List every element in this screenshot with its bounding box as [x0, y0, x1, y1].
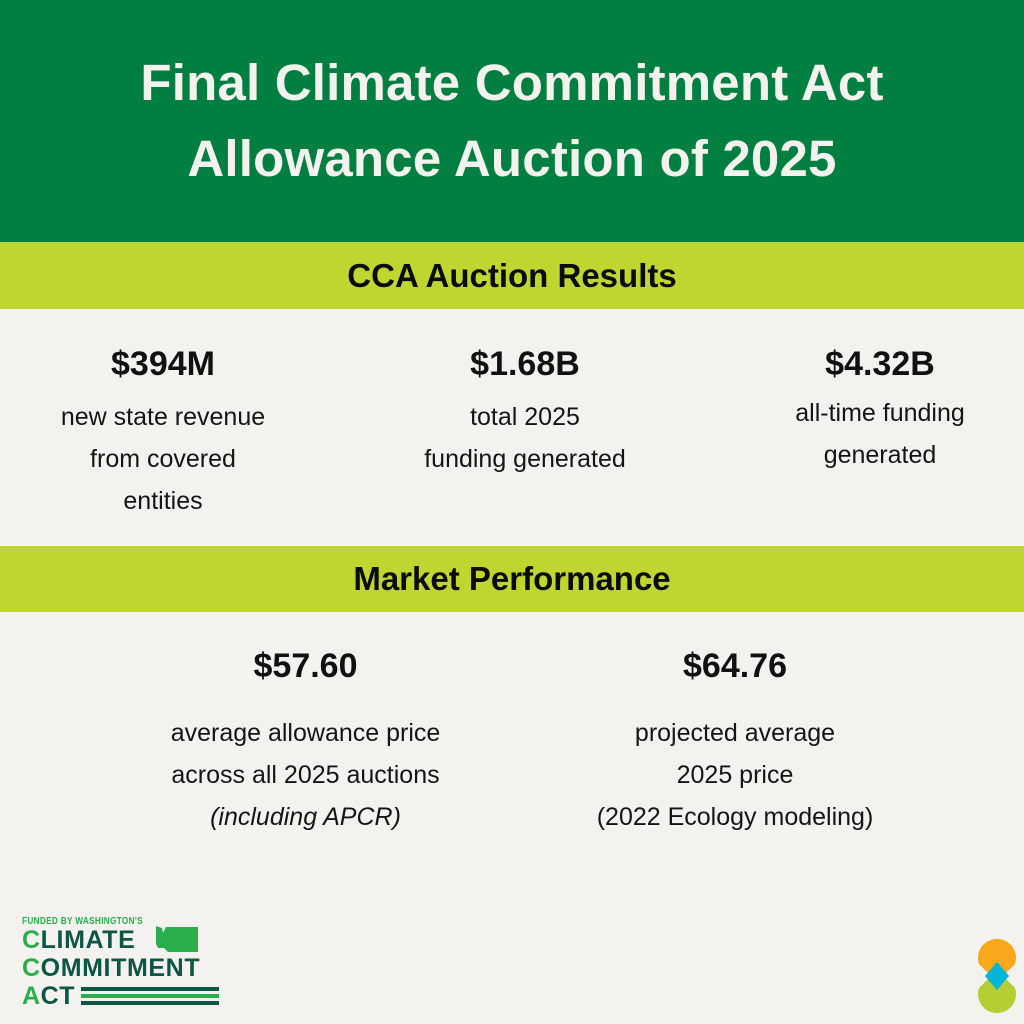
stat-value: $1.68B	[470, 345, 580, 383]
stat-description-line: 2025 price	[676, 761, 794, 789]
stat-average-allowance-price: $57.60 average allowance price across al…	[113, 646, 498, 838]
washington-state-icon	[156, 926, 198, 952]
stat-description: projected average 2025 price (2022 Ecolo…	[540, 712, 930, 838]
stat-description-note: (2022 Ecology modeling)	[596, 803, 874, 831]
section-title: CCA Auction Results	[347, 256, 677, 294]
stat-description-line: projected average	[634, 719, 836, 747]
stat-value: $64.76	[683, 647, 787, 685]
stat-new-state-revenue: $394M new state revenue from covered ent…	[18, 344, 308, 522]
page-title-line-1: Final Climate Commitment Act	[140, 54, 884, 111]
section-title: Market Performance	[353, 560, 671, 597]
stat-description-line: generated	[823, 441, 937, 469]
stat-description-line: all-time funding	[795, 399, 965, 427]
stat-value: $57.60	[253, 647, 358, 685]
section-header-auction-results: CCA Auction Results	[0, 242, 1024, 309]
section-header-market-performance: Market Performance	[0, 546, 1024, 612]
stat-description-line: across all 2025 auctions	[171, 761, 440, 789]
stat-projected-average-price: $64.76 projected average 2025 price (202…	[540, 646, 930, 838]
stat-description-note: (including APCR)	[210, 803, 401, 831]
logo-word-act: ACT	[22, 982, 76, 1010]
stat-total-2025-funding: $1.68B total 2025 funding generated	[380, 344, 670, 480]
stat-description-line: entities	[123, 487, 203, 515]
stat-description-line: funding generated	[424, 445, 626, 473]
stat-description-line: new state revenue	[60, 403, 266, 431]
logo-tagline: FUNDED BY WASHINGTON'S	[22, 916, 143, 927]
header-banner: Final Climate Commitment Act Allowance A…	[0, 0, 1024, 242]
stat-value: $4.32B	[825, 345, 935, 383]
stat-description: new state revenue from covered entities	[18, 396, 308, 522]
logo-word-climate: CLIMATE	[22, 926, 136, 954]
logo-stripes	[81, 987, 219, 1009]
stat-description-line: from covered	[90, 445, 236, 473]
stat-all-time-funding: $4.32B all-time funding generated	[735, 344, 1024, 476]
logo-word-commitment: COMMITMENT	[22, 954, 201, 982]
page-title-line-2: Allowance Auction of 2025	[187, 130, 837, 187]
stat-description: total 2025 funding generated	[380, 396, 670, 480]
stat-value: $394M	[111, 345, 215, 383]
stat-description: all-time funding generated	[735, 392, 1024, 476]
cca-logo: FUNDED BY WASHINGTON'S CLIMATE COMMITMEN…	[22, 912, 222, 1012]
stat-description-line: total 2025	[470, 403, 580, 431]
stat-description: average allowance price across all 2025 …	[113, 712, 498, 838]
stat-description-line: average allowance price	[170, 719, 441, 747]
droplet-logo-icon	[978, 938, 1016, 1014]
